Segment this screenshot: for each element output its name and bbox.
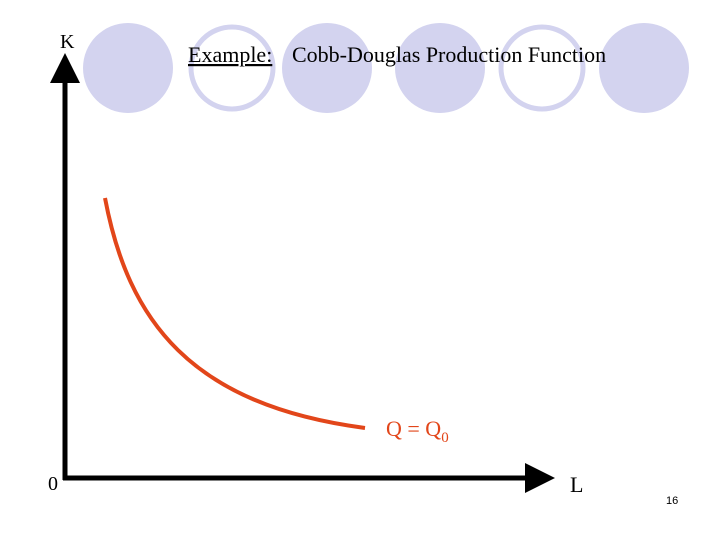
isoquant <box>103 197 366 430</box>
circle <box>83 23 173 113</box>
circle <box>188 24 276 112</box>
circle <box>599 23 689 113</box>
curve-label-main: Q = Q <box>386 416 441 441</box>
y-axis-label: K <box>60 31 75 53</box>
circle <box>498 24 586 112</box>
circle <box>395 23 485 113</box>
title: Cobb-Douglas Production Function <box>292 42 606 67</box>
curve-label: Q = Q0 <box>386 416 449 446</box>
origin-label: 0 <box>48 473 58 495</box>
x-axis-label: L <box>570 472 583 497</box>
title-label: Example: <box>188 42 272 67</box>
slide-number: 16 <box>666 495 678 507</box>
decorative-circles <box>83 23 689 113</box>
circle <box>282 23 372 113</box>
curve-label-subscript: 0 <box>441 430 449 446</box>
